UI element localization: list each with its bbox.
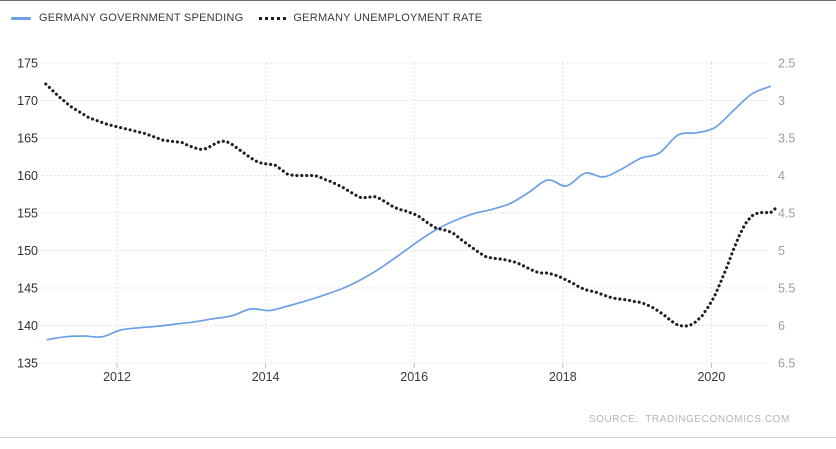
y-axis-right-tick-label: 5.5: [778, 282, 795, 296]
y-axis-right-tick-label: 3: [778, 94, 785, 108]
x-axis-tick-label: 2016: [400, 370, 428, 384]
y-axis-right-tick-label: 3.5: [778, 132, 795, 146]
y-axis-right-tick-label: 4: [778, 169, 785, 183]
source-credit-text: SOURCE: TRADINGECONOMICS.COM: [588, 414, 790, 425]
chart-legend: GERMANY GOVERNMENT SPENDING GERMANY UNEM…: [11, 10, 482, 26]
y-axis-right-tick-label: 6.5: [778, 357, 795, 371]
y-axis-left-tick-label: 150: [17, 244, 38, 258]
y-axis-right-tick-label: 5: [778, 244, 785, 258]
y-axis-left-tick-label: 140: [17, 319, 38, 333]
legend-label-unemployment-rate: GERMANY UNEMPLOYMENT RATE: [293, 12, 483, 24]
x-axis-tick-label: 2020: [697, 370, 725, 384]
x-axis-tick-label: 2014: [252, 370, 280, 384]
x-axis-tick-label: 2012: [103, 370, 131, 384]
x-axis-tick-label: 2018: [549, 370, 577, 384]
government-spending-line[interactable]: [46, 85, 772, 341]
y-axis-left-tick-label: 165: [17, 132, 38, 146]
legend-dotted-line-swatch: [259, 16, 287, 20]
y-axis-left-tick-label: 135: [17, 357, 38, 371]
legend-solid-line-swatch: [11, 16, 31, 20]
legend-item-government-spending[interactable]: GERMANY GOVERNMENT SPENDING: [11, 12, 243, 24]
y-axis-left-tick-label: 175: [17, 57, 38, 71]
y-axis-left-tick-label: 160: [17, 169, 38, 183]
y-axis-right-tick-label: 4.5: [778, 207, 795, 221]
legend-label-government-spending: GERMANY GOVERNMENT SPENDING: [39, 12, 244, 24]
y-axis-left-tick-label: 145: [17, 282, 38, 296]
y-axis-left-tick-label: 170: [17, 94, 38, 108]
unemployment-rate-line[interactable]: [44, 82, 778, 328]
source-credit: SOURCE: TRADINGECONOMICS.COM: [582, 403, 790, 425]
y-axis-right-tick-label: 2.5: [778, 57, 795, 71]
legend-item-unemployment-rate[interactable]: GERMANY UNEMPLOYMENT RATE: [259, 12, 482, 24]
y-axis-left-tick-label: 155: [17, 207, 38, 221]
y-axis-right-tick-label: 6: [778, 319, 785, 333]
bottom-divider: [0, 437, 836, 438]
